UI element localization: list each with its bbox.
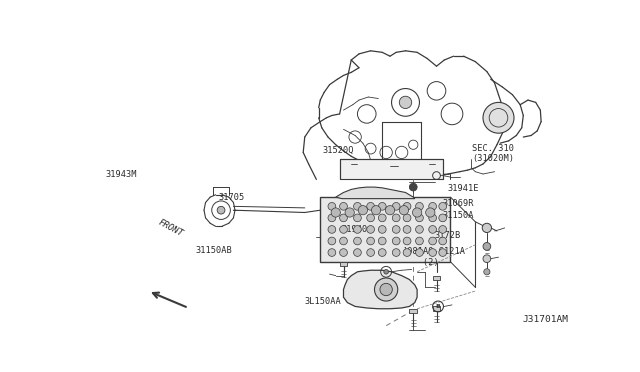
Text: 31940: 31940 [342, 225, 368, 234]
Circle shape [353, 237, 362, 245]
Circle shape [403, 249, 411, 256]
Circle shape [378, 237, 386, 245]
Circle shape [392, 237, 400, 245]
Circle shape [439, 214, 447, 222]
Circle shape [483, 255, 491, 263]
Polygon shape [433, 276, 440, 280]
Circle shape [399, 96, 412, 109]
Polygon shape [340, 158, 443, 179]
Circle shape [484, 269, 490, 275]
Text: SEC. 310
(31020M): SEC. 310 (31020M) [472, 144, 514, 163]
Circle shape [374, 278, 397, 301]
Circle shape [353, 225, 362, 233]
Circle shape [415, 249, 423, 256]
Text: FRONT: FRONT [157, 218, 185, 239]
Circle shape [340, 202, 348, 210]
Text: 3L150AA: 3L150AA [305, 296, 341, 305]
Circle shape [328, 249, 336, 256]
Circle shape [429, 249, 436, 256]
Circle shape [367, 237, 374, 245]
Circle shape [429, 214, 436, 222]
Circle shape [367, 202, 374, 210]
Text: 31069R: 31069R [442, 199, 474, 208]
Circle shape [392, 214, 400, 222]
Text: 31943M: 31943M [106, 170, 138, 179]
Polygon shape [433, 307, 440, 311]
Circle shape [415, 225, 423, 233]
Circle shape [429, 237, 436, 245]
Circle shape [328, 225, 336, 233]
Circle shape [328, 237, 336, 245]
Circle shape [392, 225, 400, 233]
Text: 3172B: 3172B [435, 231, 461, 240]
Circle shape [412, 208, 422, 217]
Text: 31150AB: 31150AB [195, 246, 232, 255]
Circle shape [403, 214, 411, 222]
Polygon shape [336, 187, 415, 199]
Circle shape [392, 202, 400, 210]
Circle shape [367, 225, 374, 233]
Text: ¹081A0-6121A
    (2): ¹081A0-6121A (2) [403, 247, 465, 267]
Circle shape [340, 225, 348, 233]
Text: B: B [436, 304, 440, 309]
Polygon shape [320, 197, 451, 262]
Circle shape [403, 202, 411, 210]
Circle shape [378, 214, 386, 222]
Circle shape [328, 214, 336, 222]
Circle shape [340, 249, 348, 256]
Text: J31701AM: J31701AM [522, 315, 568, 324]
Circle shape [380, 283, 392, 296]
Circle shape [439, 237, 447, 245]
Circle shape [392, 249, 400, 256]
Circle shape [385, 206, 395, 215]
Circle shape [403, 237, 411, 245]
Text: 31941E: 31941E [447, 184, 479, 193]
Circle shape [426, 208, 435, 217]
Circle shape [439, 249, 447, 256]
Circle shape [410, 183, 417, 191]
Circle shape [353, 214, 362, 222]
Circle shape [353, 202, 362, 210]
Circle shape [415, 214, 423, 222]
Polygon shape [344, 270, 417, 309]
Circle shape [217, 206, 225, 214]
Circle shape [482, 223, 492, 232]
Circle shape [384, 269, 388, 274]
Circle shape [483, 102, 514, 133]
Circle shape [429, 225, 436, 233]
Circle shape [403, 225, 411, 233]
Circle shape [439, 202, 447, 210]
Text: 31520Q: 31520Q [322, 146, 353, 155]
Circle shape [429, 202, 436, 210]
Text: 31150A: 31150A [442, 211, 474, 220]
Circle shape [367, 249, 374, 256]
Polygon shape [340, 262, 348, 266]
Circle shape [399, 206, 408, 215]
Circle shape [371, 206, 381, 215]
Circle shape [378, 225, 386, 233]
Circle shape [367, 214, 374, 222]
Text: 31705: 31705 [219, 193, 245, 202]
Circle shape [415, 237, 423, 245]
Circle shape [358, 206, 367, 215]
Circle shape [328, 202, 336, 210]
Circle shape [483, 243, 491, 250]
Polygon shape [410, 309, 417, 313]
Circle shape [340, 214, 348, 222]
Circle shape [353, 249, 362, 256]
Circle shape [345, 208, 355, 217]
Circle shape [378, 202, 386, 210]
Circle shape [378, 249, 386, 256]
Circle shape [340, 237, 348, 245]
Circle shape [415, 202, 423, 210]
Circle shape [439, 225, 447, 233]
Circle shape [331, 208, 340, 217]
